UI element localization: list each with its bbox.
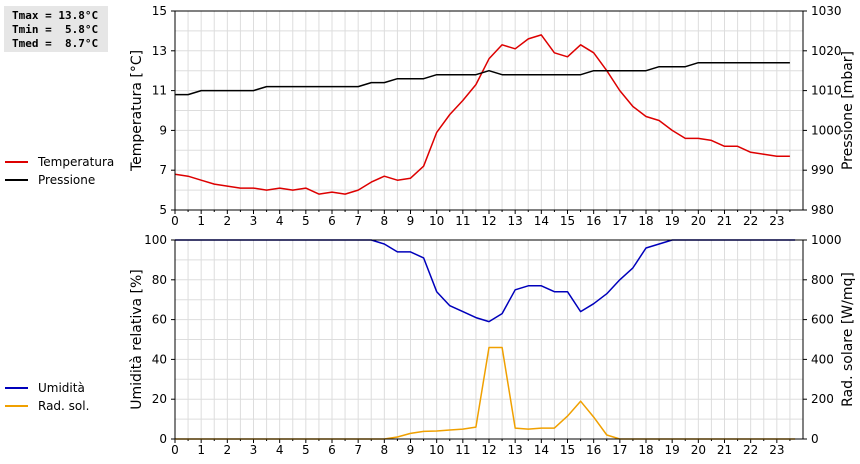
y-right-axis-label: Rad. solare [W/mq]: [840, 272, 856, 407]
y-left-tick-label: 15: [152, 4, 167, 18]
x-tick-label: 12: [481, 214, 496, 228]
x-tick-label: 22: [743, 443, 758, 457]
plot-frame: [174, 10, 804, 211]
legend-label: Pressione: [38, 173, 95, 187]
y-right-axis-label: Pressione [mbar]: [840, 51, 856, 170]
x-tick-label: 10: [429, 214, 444, 228]
y-left-tick-label: 80: [152, 273, 167, 287]
y-left-tick-label: 11: [152, 84, 167, 98]
plot-frame: [174, 239, 804, 440]
y-left-tick-label: 5: [159, 203, 167, 217]
series-line-pressione: [175, 61, 790, 96]
x-tick-label: 19: [665, 443, 680, 457]
y-right-tick-label: 1030: [811, 4, 842, 18]
x-tick-label: 11: [455, 214, 470, 228]
y-right-tick-label: 980: [811, 203, 834, 217]
x-tick-label: 5: [302, 214, 310, 228]
x-tick-label: 18: [638, 214, 653, 228]
y-right-tick-label: 800: [811, 273, 834, 287]
x-tick-label: 2: [224, 443, 232, 457]
stat-tmed: Tmed = 8.7°C: [12, 37, 99, 50]
y-left-tick-label: 60: [152, 313, 167, 327]
x-tick-label: 13: [508, 214, 523, 228]
x-tick-label: 3: [250, 443, 258, 457]
x-tick-label: 20: [691, 214, 706, 228]
chart-panel-1: 0 1 2 3 4 5 6 7 8 9 10 11 12 13 14 15 16 17 18 19 20 21 22 2357…: [5, 4, 856, 228]
y-left-axis-label: Temperatura [°C]: [129, 50, 145, 172]
y-right-tick-label: 600: [811, 313, 834, 327]
series-line-umidit: [175, 239, 796, 323]
y-left-tick-label: 7: [159, 163, 167, 177]
x-tick-label: 11: [455, 443, 470, 457]
x-tick-label: 2: [224, 214, 232, 228]
x-tick-label: 0: [171, 443, 179, 457]
x-tick-label: 21: [717, 443, 732, 457]
series-line-temperatura: [174, 34, 790, 195]
x-tick-label: 14: [534, 214, 549, 228]
x-tick-label: 8: [381, 214, 389, 228]
x-tick-label: 14: [534, 443, 549, 457]
y-right-tick-label: 400: [811, 352, 834, 366]
x-tick-label: 17: [612, 214, 627, 228]
x-tick-label: 15: [560, 443, 575, 457]
y-left-tick-label: 9: [159, 123, 167, 137]
x-tick-label: 18: [638, 443, 653, 457]
x-tick-label: 23: [769, 443, 784, 457]
y-left-tick-label: 20: [152, 392, 167, 406]
legend-label: Umidità: [38, 381, 85, 395]
stat-tmax: Tmax = 13.8°C: [12, 9, 99, 22]
x-tick-label: 22: [743, 214, 758, 228]
y-right-tick-label: 990: [811, 163, 834, 177]
x-tick-label: 15: [560, 214, 575, 228]
x-tick-label: 23: [769, 214, 784, 228]
x-tick-label: 5: [302, 443, 310, 457]
y-left-axis-label: Umidità relativa [%]: [129, 269, 145, 410]
x-tick-label: 3: [250, 214, 258, 228]
y-right-tick-label: 1010: [811, 84, 842, 98]
x-tick-label: 20: [691, 443, 706, 457]
y-right-tick-label: 200: [811, 392, 834, 406]
y-right-tick-label: 0: [811, 432, 819, 446]
x-tick-label: 0: [171, 214, 179, 228]
x-tick-label: 19: [665, 214, 680, 228]
x-tick-label: 6: [328, 214, 336, 228]
chart-panel-2: 0 1 2 3 4 5 6 7 8 9 10 11 12 13 14 15 16 17 18 19 20 21 22 2302…: [5, 233, 856, 457]
x-tick-label: 12: [481, 443, 496, 457]
stat-tmin: Tmin = 5.8°C: [12, 23, 99, 36]
x-tick-label: 16: [586, 214, 601, 228]
x-tick-label: 10: [429, 443, 444, 457]
x-tick-label: 1: [197, 214, 205, 228]
y-right-tick-label: 1000: [811, 123, 842, 137]
series-line-rad-sol: [175, 346, 796, 440]
x-tick-label: 9: [407, 214, 415, 228]
stats-box: Tmax = 13.8°C Tmin = 5.8°C Tmed = 8.7°C: [4, 6, 108, 52]
y-right-tick-label: 1000: [811, 233, 842, 247]
x-tick-label: 7: [354, 214, 362, 228]
legend-label: Temperatura: [37, 155, 114, 169]
x-tick-label: 6: [328, 443, 336, 457]
x-tick-label: 7: [354, 443, 362, 457]
y-left-tick-label: 100: [144, 233, 167, 247]
x-tick-label: 21: [717, 214, 732, 228]
y-right-tick-label: 1020: [811, 44, 842, 58]
x-tick-label: 4: [276, 214, 284, 228]
x-tick-label: 9: [407, 443, 415, 457]
x-tick-label: 13: [508, 443, 523, 457]
y-left-tick-label: 13: [152, 44, 167, 58]
legend-label: Rad. sol.: [38, 399, 89, 413]
x-tick-label: 8: [381, 443, 389, 457]
y-left-tick-label: 0: [159, 432, 167, 446]
y-left-tick-label: 40: [152, 352, 167, 366]
x-tick-label: 17: [612, 443, 627, 457]
x-tick-label: 4: [276, 443, 284, 457]
x-tick-label: 1: [197, 443, 205, 457]
x-tick-label: 16: [586, 443, 601, 457]
